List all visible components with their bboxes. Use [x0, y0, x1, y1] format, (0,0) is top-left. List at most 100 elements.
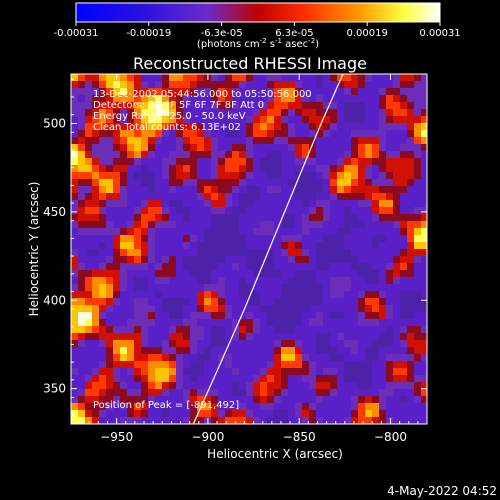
heatmap-cell [372, 95, 380, 103]
heatmap-cell [239, 382, 247, 390]
heatmap-cell [393, 123, 401, 131]
heatmap-cell [197, 354, 205, 362]
heatmap-cell [274, 256, 282, 264]
heatmap-cell [92, 333, 100, 341]
heatmap-cell [344, 81, 352, 89]
heatmap-cell [414, 158, 422, 166]
heatmap-cell [211, 298, 219, 306]
heatmap-cell [162, 172, 170, 180]
heatmap-cell [407, 200, 415, 208]
heatmap-cell [155, 214, 163, 222]
heatmap-cell [379, 326, 387, 334]
heatmap-cell [92, 200, 100, 208]
heatmap-cell [176, 214, 184, 222]
heatmap-cell [246, 172, 254, 180]
heatmap-cell [99, 186, 107, 194]
heatmap-cell [393, 165, 401, 173]
heatmap-cell [176, 270, 184, 278]
heatmap-cell [225, 235, 233, 243]
heatmap-cell [288, 396, 296, 404]
heatmap-cell [253, 172, 261, 180]
heatmap-cell [71, 130, 79, 138]
heatmap-cell [400, 123, 408, 131]
heatmap-cell [400, 95, 408, 103]
heatmap-cell [197, 235, 205, 243]
heatmap-cell [365, 291, 373, 299]
heatmap-cell [302, 228, 310, 236]
heatmap-cell [204, 396, 212, 404]
heatmap-cell [141, 312, 149, 320]
heatmap-cell [302, 410, 310, 418]
heatmap-cell [344, 312, 352, 320]
heatmap-cell [106, 172, 114, 180]
heatmap-cell [92, 109, 100, 117]
heatmap-cell [190, 172, 198, 180]
heatmap-cell [92, 214, 100, 222]
heatmap-cell [365, 389, 373, 397]
heatmap-cell [358, 123, 366, 131]
heatmap-cell [134, 263, 142, 271]
heatmap-cell [330, 130, 338, 138]
heatmap-cell [253, 368, 261, 376]
heatmap-cell [414, 270, 422, 278]
heatmap-cell [281, 256, 289, 264]
heatmap-cell [239, 396, 247, 404]
heatmap-cell [260, 88, 268, 96]
heatmap-cell [302, 102, 310, 110]
heatmap-cell [379, 102, 387, 110]
heatmap-cell [99, 228, 107, 236]
heatmap-cell [274, 347, 282, 355]
heatmap-cell [148, 158, 156, 166]
heatmap-cell [400, 277, 408, 285]
heatmap-cell [414, 179, 422, 187]
heatmap-cell [211, 333, 219, 341]
heatmap-cell [92, 242, 100, 250]
heatmap-cell [211, 284, 219, 292]
heatmap-cell [414, 116, 422, 124]
plot-area [71, 74, 427, 424]
heatmap-cell [323, 361, 331, 369]
heatmap-cell [344, 410, 352, 418]
heatmap-cell [309, 403, 317, 411]
heatmap-cell [330, 361, 338, 369]
heatmap-cell [295, 109, 303, 117]
heatmap-cell [204, 298, 212, 306]
heatmap-cell [253, 333, 261, 341]
heatmap-cell [85, 179, 93, 187]
heatmap-cell [337, 319, 345, 327]
heatmap-cell [99, 151, 107, 159]
heatmap-cell [169, 193, 177, 201]
heatmap-cell [120, 368, 128, 376]
heatmap-cell [99, 319, 107, 327]
heatmap-cell [260, 326, 268, 334]
heatmap-cell [337, 221, 345, 229]
heatmap-cell [253, 165, 261, 173]
heatmap-cell [239, 102, 247, 110]
colorbar-units: (photons cm-2 s-1 asec-2) [197, 37, 319, 50]
heatmap-cell [267, 137, 275, 145]
heatmap-cell [379, 270, 387, 278]
heatmap-cell [92, 158, 100, 166]
heatmap-cell [316, 81, 324, 89]
heatmap-cell [225, 228, 233, 236]
heatmap-cell [134, 347, 142, 355]
heatmap-cell [113, 319, 121, 327]
heatmap-cell [218, 256, 226, 264]
heatmap-cell [183, 214, 191, 222]
heatmap-cell [260, 270, 268, 278]
heatmap-cell [78, 228, 86, 236]
heatmap-cell [169, 74, 177, 82]
annotation-energy: Energy Range: 25.0 - 50.0 keV [93, 111, 246, 122]
heatmap-cell [281, 165, 289, 173]
heatmap-cell [281, 347, 289, 355]
heatmap-cell [176, 137, 184, 145]
heatmap-cell [162, 88, 170, 96]
heatmap-cell [99, 256, 107, 264]
heatmap-cell [372, 88, 380, 96]
heatmap-cell [120, 382, 128, 390]
heatmap-cell [253, 417, 261, 424]
heatmap-cell [148, 221, 156, 229]
heatmap-cell [323, 151, 331, 159]
heatmap-cell [295, 242, 303, 250]
heatmap-cell [351, 109, 359, 117]
